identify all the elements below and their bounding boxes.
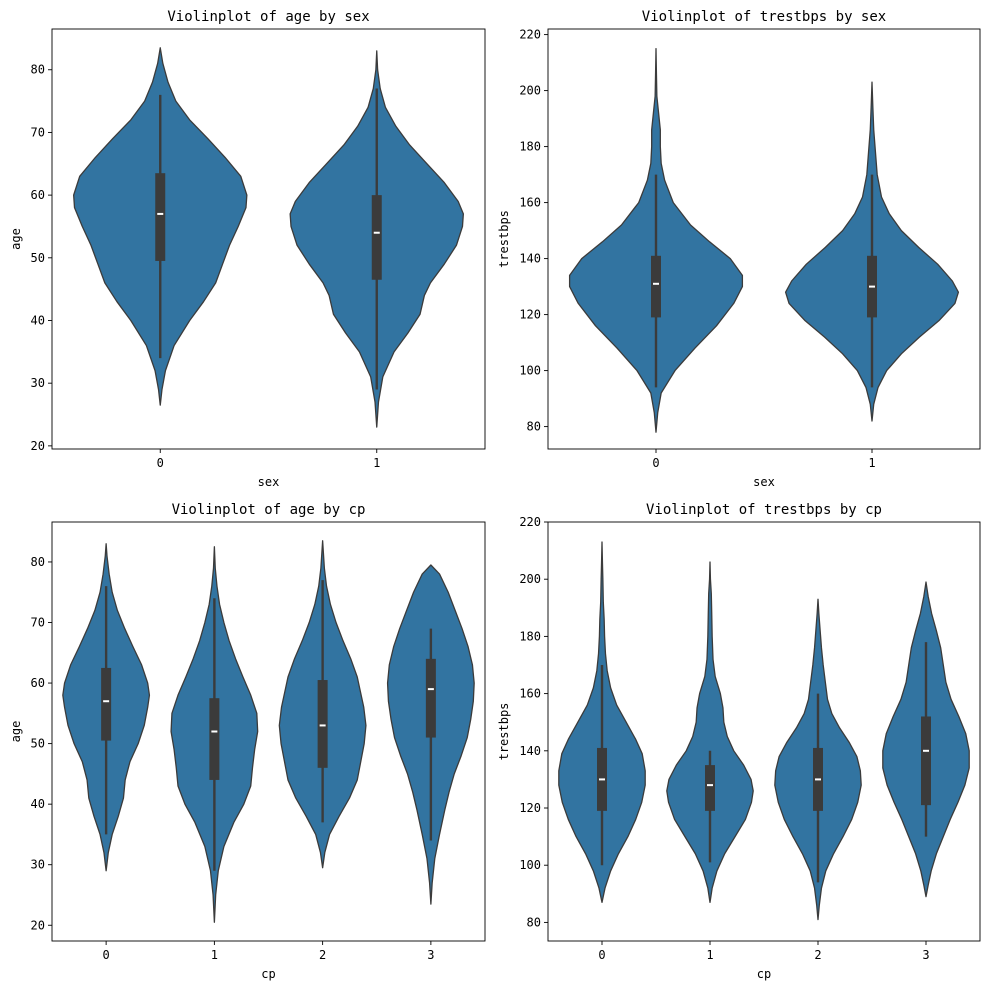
- x-tick-label: 2: [319, 948, 326, 962]
- chart-title: Violinplot of trestbps by cp: [646, 502, 882, 518]
- violin-median-1: [869, 285, 875, 288]
- y-tick-label: 160: [519, 687, 541, 701]
- violin-iqr-box-3: [425, 658, 436, 738]
- y-tick-label: 60: [31, 188, 45, 202]
- x-tick-label: 2: [814, 948, 821, 962]
- x-tick-label: 0: [652, 456, 659, 470]
- chart-title: Violinplot of age by cp: [172, 502, 366, 518]
- x-axis-label: cp: [757, 967, 771, 981]
- violin-iqr-box-3: [921, 716, 931, 806]
- x-tick-label: 3: [922, 948, 929, 962]
- y-tick-label: 40: [31, 313, 45, 327]
- chart-title: Violinplot of trestbps by sex: [642, 9, 886, 25]
- y-tick-label: 50: [31, 737, 45, 751]
- x-tick-label: 1: [868, 456, 875, 470]
- y-tick-label: 200: [519, 572, 541, 586]
- x-axis-label: sex: [753, 475, 775, 489]
- violin-median-2: [815, 778, 821, 781]
- violin-iqr-box-0: [101, 667, 112, 741]
- violin-iqr-box-1: [209, 698, 220, 780]
- y-tick-label: 120: [519, 308, 541, 322]
- violin-median-0: [653, 282, 659, 285]
- y-tick-label: 30: [31, 376, 45, 390]
- y-tick-label: 70: [31, 616, 45, 630]
- x-tick-label: 0: [103, 948, 110, 962]
- y-tick-label: 80: [31, 63, 45, 77]
- subplot-trestbps-by-cp: Violinplot of trestbps by cp801001201401…: [497, 502, 981, 981]
- subplot-trestbps-by-sex: Violinplot of trestbps by sex 80 100 120 140…: [497, 9, 981, 489]
- violin-iqr-box-1: [705, 765, 715, 811]
- violin-median-0: [599, 778, 605, 781]
- violin-median-1: [707, 784, 713, 787]
- y-tick-label: 80: [527, 420, 541, 434]
- y-tick-label: 180: [519, 140, 541, 154]
- violin-iqr-box-0: [155, 173, 166, 261]
- x-tick-label: 0: [157, 456, 164, 470]
- y-tick-label: 220: [519, 515, 541, 529]
- y-tick-label: 180: [519, 629, 541, 643]
- y-tick-label: 60: [31, 676, 45, 690]
- y-tick-label: 40: [31, 797, 45, 811]
- y-axis-label: age: [9, 721, 23, 743]
- violin-median-3: [427, 688, 434, 691]
- axes-frame: [51, 521, 486, 942]
- y-tick-label: 100: [519, 364, 541, 378]
- y-tick-label: 30: [31, 858, 45, 872]
- axes-frame: [51, 28, 486, 450]
- violin-median-1: [211, 730, 218, 733]
- y-tick-label: 20: [31, 439, 45, 453]
- violin-median-3: [923, 749, 929, 752]
- y-tick-label: 70: [31, 125, 45, 139]
- x-axis-label: sex: [258, 475, 280, 489]
- y-axis-label: trestbps: [497, 210, 511, 268]
- y-tick-label: 50: [31, 251, 45, 265]
- violin-iqr-box-0: [651, 255, 661, 318]
- x-tick-label: 1: [706, 948, 713, 962]
- y-tick-label: 120: [519, 801, 541, 815]
- violin-body-1: [666, 561, 754, 904]
- y-axis-label: age: [9, 228, 23, 250]
- violin-iqr-box-1: [371, 195, 382, 280]
- axes-frame: [547, 28, 981, 450]
- x-tick-label: 3: [427, 948, 434, 962]
- chart-title: Violinplot of age by sex: [167, 9, 369, 25]
- violin-median-1: [373, 231, 380, 234]
- y-tick-label: 20: [31, 918, 45, 932]
- x-tick-label: 0: [598, 948, 605, 962]
- subplot-age-by-cp: Violinplot of age by cp 20 30 40 50 60 70 80 0 1 2…: [9, 502, 486, 981]
- y-tick-label: 200: [519, 84, 541, 98]
- violin-median-2: [319, 724, 326, 727]
- violin-median-0: [157, 212, 164, 215]
- violin-median-0: [103, 700, 110, 703]
- y-tick-label: 140: [519, 744, 541, 758]
- y-tick-label: 140: [519, 252, 541, 266]
- subplot-age-by-sex: Violinplot of age by sex 20 30 40 50 60 70 80 0 1…: [9, 9, 486, 489]
- y-tick-label: 80: [31, 555, 45, 569]
- y-tick-label: 220: [519, 28, 541, 42]
- y-axis-label: trestbps: [497, 703, 511, 761]
- x-tick-label: 1: [211, 948, 218, 962]
- x-tick-label: 1: [373, 456, 380, 470]
- y-tick-label: 160: [519, 196, 541, 210]
- y-tick-label: 100: [519, 858, 541, 872]
- y-tick-label: 80: [527, 915, 541, 929]
- violin-iqr-box-2: [317, 680, 328, 768]
- axes-frame: [547, 521, 981, 942]
- x-axis-label: cp: [261, 967, 275, 981]
